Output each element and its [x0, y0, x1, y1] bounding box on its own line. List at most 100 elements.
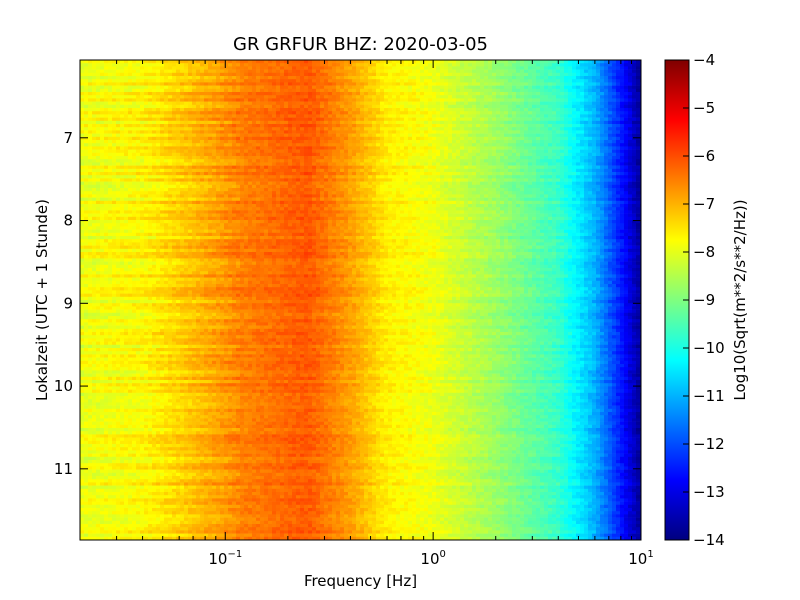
heatmap-cell	[148, 159, 152, 163]
heatmap-cell	[304, 114, 308, 118]
heatmap-cell	[184, 134, 188, 138]
heatmap-cell	[224, 82, 228, 86]
heatmap-cell	[148, 114, 152, 118]
heatmap-cell	[268, 130, 272, 134]
heatmap-cell	[504, 60, 508, 64]
heatmap-cell	[484, 105, 488, 109]
heatmap-cell	[624, 63, 628, 66]
heatmap-cell	[280, 102, 284, 106]
heatmap-cell	[164, 76, 168, 80]
heatmap-cell	[300, 140, 304, 144]
heatmap-cell	[264, 137, 268, 141]
heatmap-cell	[416, 114, 420, 118]
heatmap-cell	[140, 105, 144, 109]
heatmap-cell	[560, 159, 564, 163]
heatmap-cell	[416, 130, 420, 134]
heatmap-cell	[460, 134, 464, 138]
heatmap-cell	[144, 121, 148, 125]
heatmap-cell	[432, 146, 436, 150]
heatmap-cell	[632, 79, 636, 83]
heatmap-cell	[408, 137, 412, 141]
heatmap-cell	[600, 162, 604, 166]
heatmap-cell	[632, 60, 636, 64]
heatmap-cell	[168, 172, 172, 176]
heatmap-cell	[84, 105, 88, 109]
heatmap-cell	[364, 92, 368, 96]
heatmap-cell	[244, 70, 248, 74]
heatmap-cell	[592, 70, 596, 74]
heatmap-cell	[592, 95, 596, 99]
heatmap-cell	[108, 121, 112, 125]
heatmap-cell	[324, 156, 328, 160]
heatmap-cell	[556, 89, 560, 93]
heatmap-cell	[512, 166, 516, 170]
heatmap-cell	[624, 137, 628, 141]
heatmap-cell	[528, 166, 532, 170]
heatmap-cell	[172, 92, 176, 96]
heatmap-cell	[108, 143, 112, 147]
heatmap-cell	[268, 118, 272, 122]
heatmap-cell	[224, 156, 228, 160]
heatmap-cell	[300, 86, 304, 90]
heatmap-cell	[332, 86, 336, 90]
heatmap-cell	[556, 166, 560, 170]
heatmap-cell	[376, 92, 380, 96]
heatmap-cell	[160, 114, 164, 118]
heatmap-cell	[556, 124, 560, 128]
heatmap-cell	[528, 159, 532, 163]
heatmap-cell	[164, 156, 168, 160]
heatmap-cell	[296, 137, 300, 141]
heatmap-cell	[320, 146, 324, 150]
heatmap-cell	[112, 79, 116, 83]
heatmap-cell	[248, 66, 252, 70]
heatmap-cell	[468, 162, 472, 166]
heatmap-cell	[560, 63, 564, 66]
heatmap-cell	[604, 118, 608, 122]
heatmap-cell	[620, 146, 624, 150]
heatmap-cell	[528, 89, 532, 93]
heatmap-cell	[428, 63, 432, 66]
heatmap-cell	[388, 76, 392, 80]
heatmap-cell	[624, 166, 628, 170]
heatmap-cell	[316, 86, 320, 90]
heatmap-cell	[144, 172, 148, 176]
heatmap-cell	[236, 63, 240, 66]
heatmap-cell	[360, 108, 364, 112]
heatmap-cell	[404, 66, 408, 70]
heatmap-cell	[508, 82, 512, 86]
heatmap-cell	[180, 66, 184, 70]
heatmap-cell	[436, 134, 440, 138]
heatmap-cell	[536, 102, 540, 106]
heatmap-cell	[152, 124, 156, 128]
heatmap-cell	[212, 76, 216, 80]
heatmap-cell	[432, 73, 436, 77]
heatmap-cell	[612, 108, 616, 112]
heatmap-cell	[196, 111, 200, 115]
heatmap-cell	[284, 70, 288, 74]
heatmap-cell	[160, 108, 164, 112]
heatmap-cell	[96, 79, 100, 83]
heatmap-cell	[236, 86, 240, 90]
heatmap-cell	[268, 60, 272, 64]
heatmap-cell	[156, 140, 160, 144]
heatmap-cell	[600, 73, 604, 77]
heatmap-cell	[316, 70, 320, 74]
heatmap-cell	[184, 156, 188, 160]
heatmap-cell	[428, 95, 432, 99]
heatmap-cell	[516, 114, 520, 118]
heatmap-cell	[100, 137, 104, 141]
heatmap-cell	[388, 79, 392, 83]
heatmap-cell	[508, 169, 512, 173]
heatmap-cell	[356, 76, 360, 80]
heatmap-cell	[484, 143, 488, 147]
heatmap-cell	[116, 82, 120, 86]
heatmap-cell	[292, 63, 296, 66]
heatmap-cell	[628, 156, 632, 160]
heatmap-cell	[388, 92, 392, 96]
heatmap-cell	[620, 124, 624, 128]
heatmap-cell	[260, 79, 264, 83]
heatmap-cell	[228, 60, 232, 64]
heatmap-cell	[244, 92, 248, 96]
heatmap-cell	[348, 76, 352, 80]
heatmap-cell	[108, 89, 112, 93]
